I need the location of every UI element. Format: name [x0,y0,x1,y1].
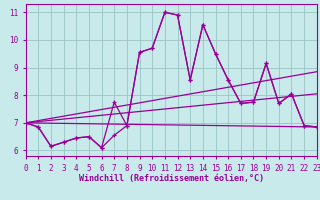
X-axis label: Windchill (Refroidissement éolien,°C): Windchill (Refroidissement éolien,°C) [79,174,264,183]
